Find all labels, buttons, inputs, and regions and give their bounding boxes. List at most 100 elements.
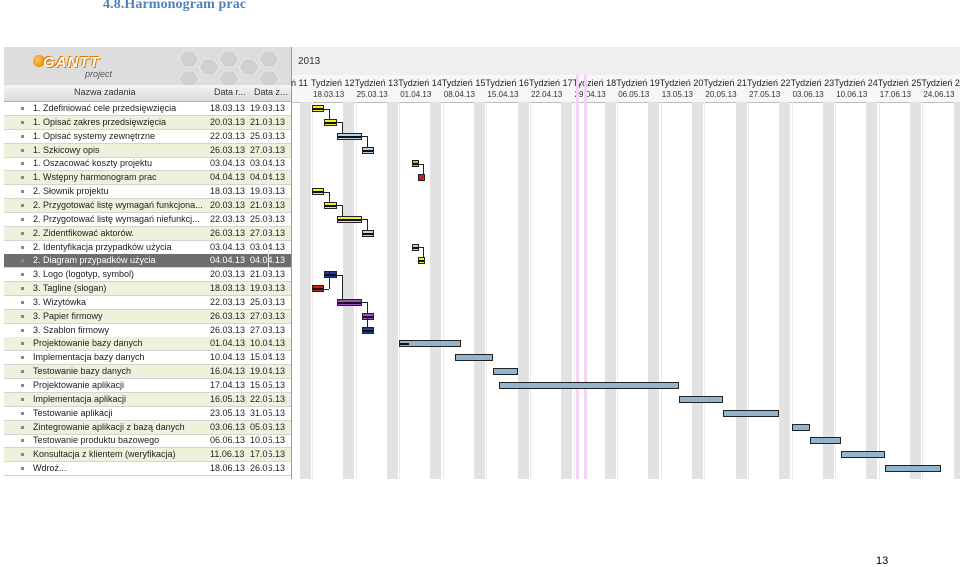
task-row[interactable]: Projektowanie bazy danych 01.04.13 10.04.1…	[4, 337, 291, 352]
task-row[interactable]: 1. Wstępny harmonogram prac 04.04.13 04.04…	[4, 171, 291, 186]
task-name: Testowanie aplikacji	[33, 407, 113, 418]
task-bullet-icon	[21, 245, 24, 249]
task-name: 1. Szkicowy opis	[33, 144, 100, 155]
task-row[interactable]: Wdroż... 18.06.13 26.06.13	[4, 462, 291, 477]
task-row[interactable]: Testowanie aplikacji 23.05.13 31.05.13	[4, 407, 291, 421]
task-row[interactable]: Zintegrowanie aplikacji z bazą danych 03.…	[4, 420, 291, 435]
task-row[interactable]: 3. Szablon firmowy 26.03.13 27.03.13	[4, 324, 291, 338]
task-bar[interactable]	[679, 395, 724, 403]
week-gridline	[268, 102, 270, 479]
task-row[interactable]: 2. Przygotować listę wymagań funkcjona..…	[4, 198, 291, 213]
task-row[interactable]: Projektowanie aplikacji 17.04.13 15.05.13	[4, 379, 291, 393]
task-row[interactable]: 1. Opisać systemy zewnętrzne 22.03.13 25.0…	[4, 130, 291, 144]
task-row[interactable]: 1. Zdefiniować cele przedsięwzięcia 18.03…	[4, 102, 291, 116]
task-bar[interactable]	[723, 409, 780, 417]
task-bar[interactable]	[312, 285, 325, 293]
weekend-column	[299, 102, 311, 479]
task-start-date: 03.06.13	[210, 421, 246, 432]
task-row[interactable]: 3. Tagline (slogan) 18.03.13 19.03.13	[4, 282, 291, 297]
task-bar[interactable]	[361, 326, 375, 334]
task-row[interactable]: 3. Wizytówka 22.03.13 25.03.13	[4, 296, 291, 310]
task-name: 2. Przygotować listę wymagań funkcjona..…	[33, 199, 203, 210]
week-label: Tydzień 22	[747, 78, 791, 88]
task-bar[interactable]	[324, 201, 337, 209]
column-header-end[interactable]: Data z...	[254, 87, 288, 97]
task-name: 2. Przygotować listę wymagań niefunkcj..…	[33, 213, 200, 224]
task-bullet-icon	[21, 287, 24, 291]
task-row[interactable]: 1. Opisać zakres przedsięwzięcia 20.03.13…	[4, 115, 291, 130]
week-gridline	[704, 102, 706, 479]
week-date: 13.05.13	[661, 90, 693, 99]
task-row[interactable]: 1. Oszacować koszty projektu 03.04.13 03.0…	[4, 157, 291, 172]
week-gridline	[442, 102, 444, 479]
task-bar[interactable]	[312, 188, 325, 196]
task-bar[interactable]	[399, 340, 462, 348]
task-name: 1. Zdefiniować cele przedsięwzięcia	[33, 103, 177, 113]
page-number: 13	[876, 555, 889, 567]
task-bar[interactable]	[841, 451, 886, 459]
holiday-column	[575, 75, 579, 479]
task-start-date: 04.04.13	[210, 172, 246, 183]
week-gridline	[573, 102, 575, 479]
task-bar[interactable]	[791, 423, 811, 431]
week-gridline	[878, 102, 880, 479]
task-bar[interactable]	[324, 118, 337, 126]
task-bullet-icon	[21, 453, 24, 457]
task-name: 2. Diagram przypadków użycia	[33, 255, 156, 266]
task-row[interactable]: Implementacja bazy danych 10.04.13 15.04.1…	[4, 351, 291, 366]
task-row[interactable]: Testowanie produktu bazowego 06.06.13 10.0…	[4, 434, 291, 449]
task-end-date: 21.03.13	[250, 117, 285, 127]
week-date: 29.04.13	[574, 90, 606, 99]
week-gridline	[486, 102, 488, 479]
week-label: Tydzień 18	[572, 78, 617, 88]
task-bar[interactable]	[336, 298, 362, 306]
task-bullet-icon	[21, 314, 24, 318]
task-bar[interactable]	[361, 229, 375, 237]
task-bar[interactable]	[312, 105, 325, 112]
task-bar[interactable]	[498, 382, 680, 389]
task-bar[interactable]	[417, 174, 425, 182]
task-bar[interactable]	[324, 271, 337, 279]
column-header-name[interactable]: Nazwa zadania	[74, 87, 136, 97]
task-row[interactable]: Testowanie bazy danych 16.04.13 19.04.13	[4, 365, 291, 380]
week-date: 18.03.13	[313, 90, 345, 99]
task-row[interactable]: 2. Przygotować listę wymagań niefunkcj..…	[4, 213, 291, 227]
task-bar[interactable]	[810, 437, 842, 445]
task-bar[interactable]	[361, 146, 375, 154]
task-progress	[418, 260, 424, 263]
task-bar[interactable]	[411, 160, 419, 168]
week-date: 17.06.13	[879, 90, 911, 99]
task-start-date: 06.06.13	[210, 435, 246, 446]
task-bar[interactable]	[411, 243, 419, 251]
task-bar[interactable]	[336, 215, 362, 223]
task-bar[interactable]	[455, 354, 493, 362]
task-end-date: 19.03.13	[250, 186, 285, 196]
logo-header: GANTT project	[4, 47, 291, 85]
task-name: 3. Logo (logotyp, symbol)	[33, 269, 135, 280]
task-row[interactable]: 2. Zidentfikować aktorów. 26.03.13 27.03.1…	[4, 226, 291, 241]
task-row[interactable]: 2. Identyfikacja przypadków użycia 03.04.…	[4, 241, 291, 255]
week-gridline	[530, 102, 531, 479]
task-row[interactable]: 3. Papier firmowy 26.03.13 27.03.13	[4, 309, 291, 324]
week-label: Tydzień 26	[921, 78, 960, 88]
task-end-date: 19.04.13	[250, 366, 285, 376]
task-bar[interactable]	[492, 368, 518, 376]
task-bullet-icon	[21, 107, 24, 110]
task-end-date: 05.06.13	[250, 422, 285, 432]
task-end-date: 21.03.13	[250, 269, 285, 279]
task-row[interactable]: 2. Diagram przypadków użycia 04.04.13 04.0…	[4, 254, 291, 269]
task-bar[interactable]	[417, 257, 425, 265]
task-bar[interactable]	[885, 465, 942, 473]
task-row[interactable]: 2. Słownik projektu 18.03.13 19.03.13	[4, 185, 291, 200]
task-bullet-icon	[21, 425, 24, 429]
task-row[interactable]: Konsultacja z klientem (weryfikacja) 11.0…	[4, 448, 291, 463]
weekend-column	[604, 102, 616, 479]
task-name: Testowanie produktu bazowego	[33, 435, 160, 446]
task-bar[interactable]	[336, 132, 362, 140]
task-bullet-icon	[21, 356, 24, 360]
task-row[interactable]: 1. Szkicowy opis 26.03.13 27.03.13	[4, 143, 291, 158]
task-bullet-icon	[21, 162, 24, 166]
task-row[interactable]: 3. Logo (logotyp, symbol) 20.03.13 21.03.1…	[4, 268, 291, 283]
column-header-start[interactable]: Data r...	[214, 87, 246, 97]
task-row[interactable]: Implementacja aplikacji 16.05.13 22.05.13	[4, 392, 291, 407]
